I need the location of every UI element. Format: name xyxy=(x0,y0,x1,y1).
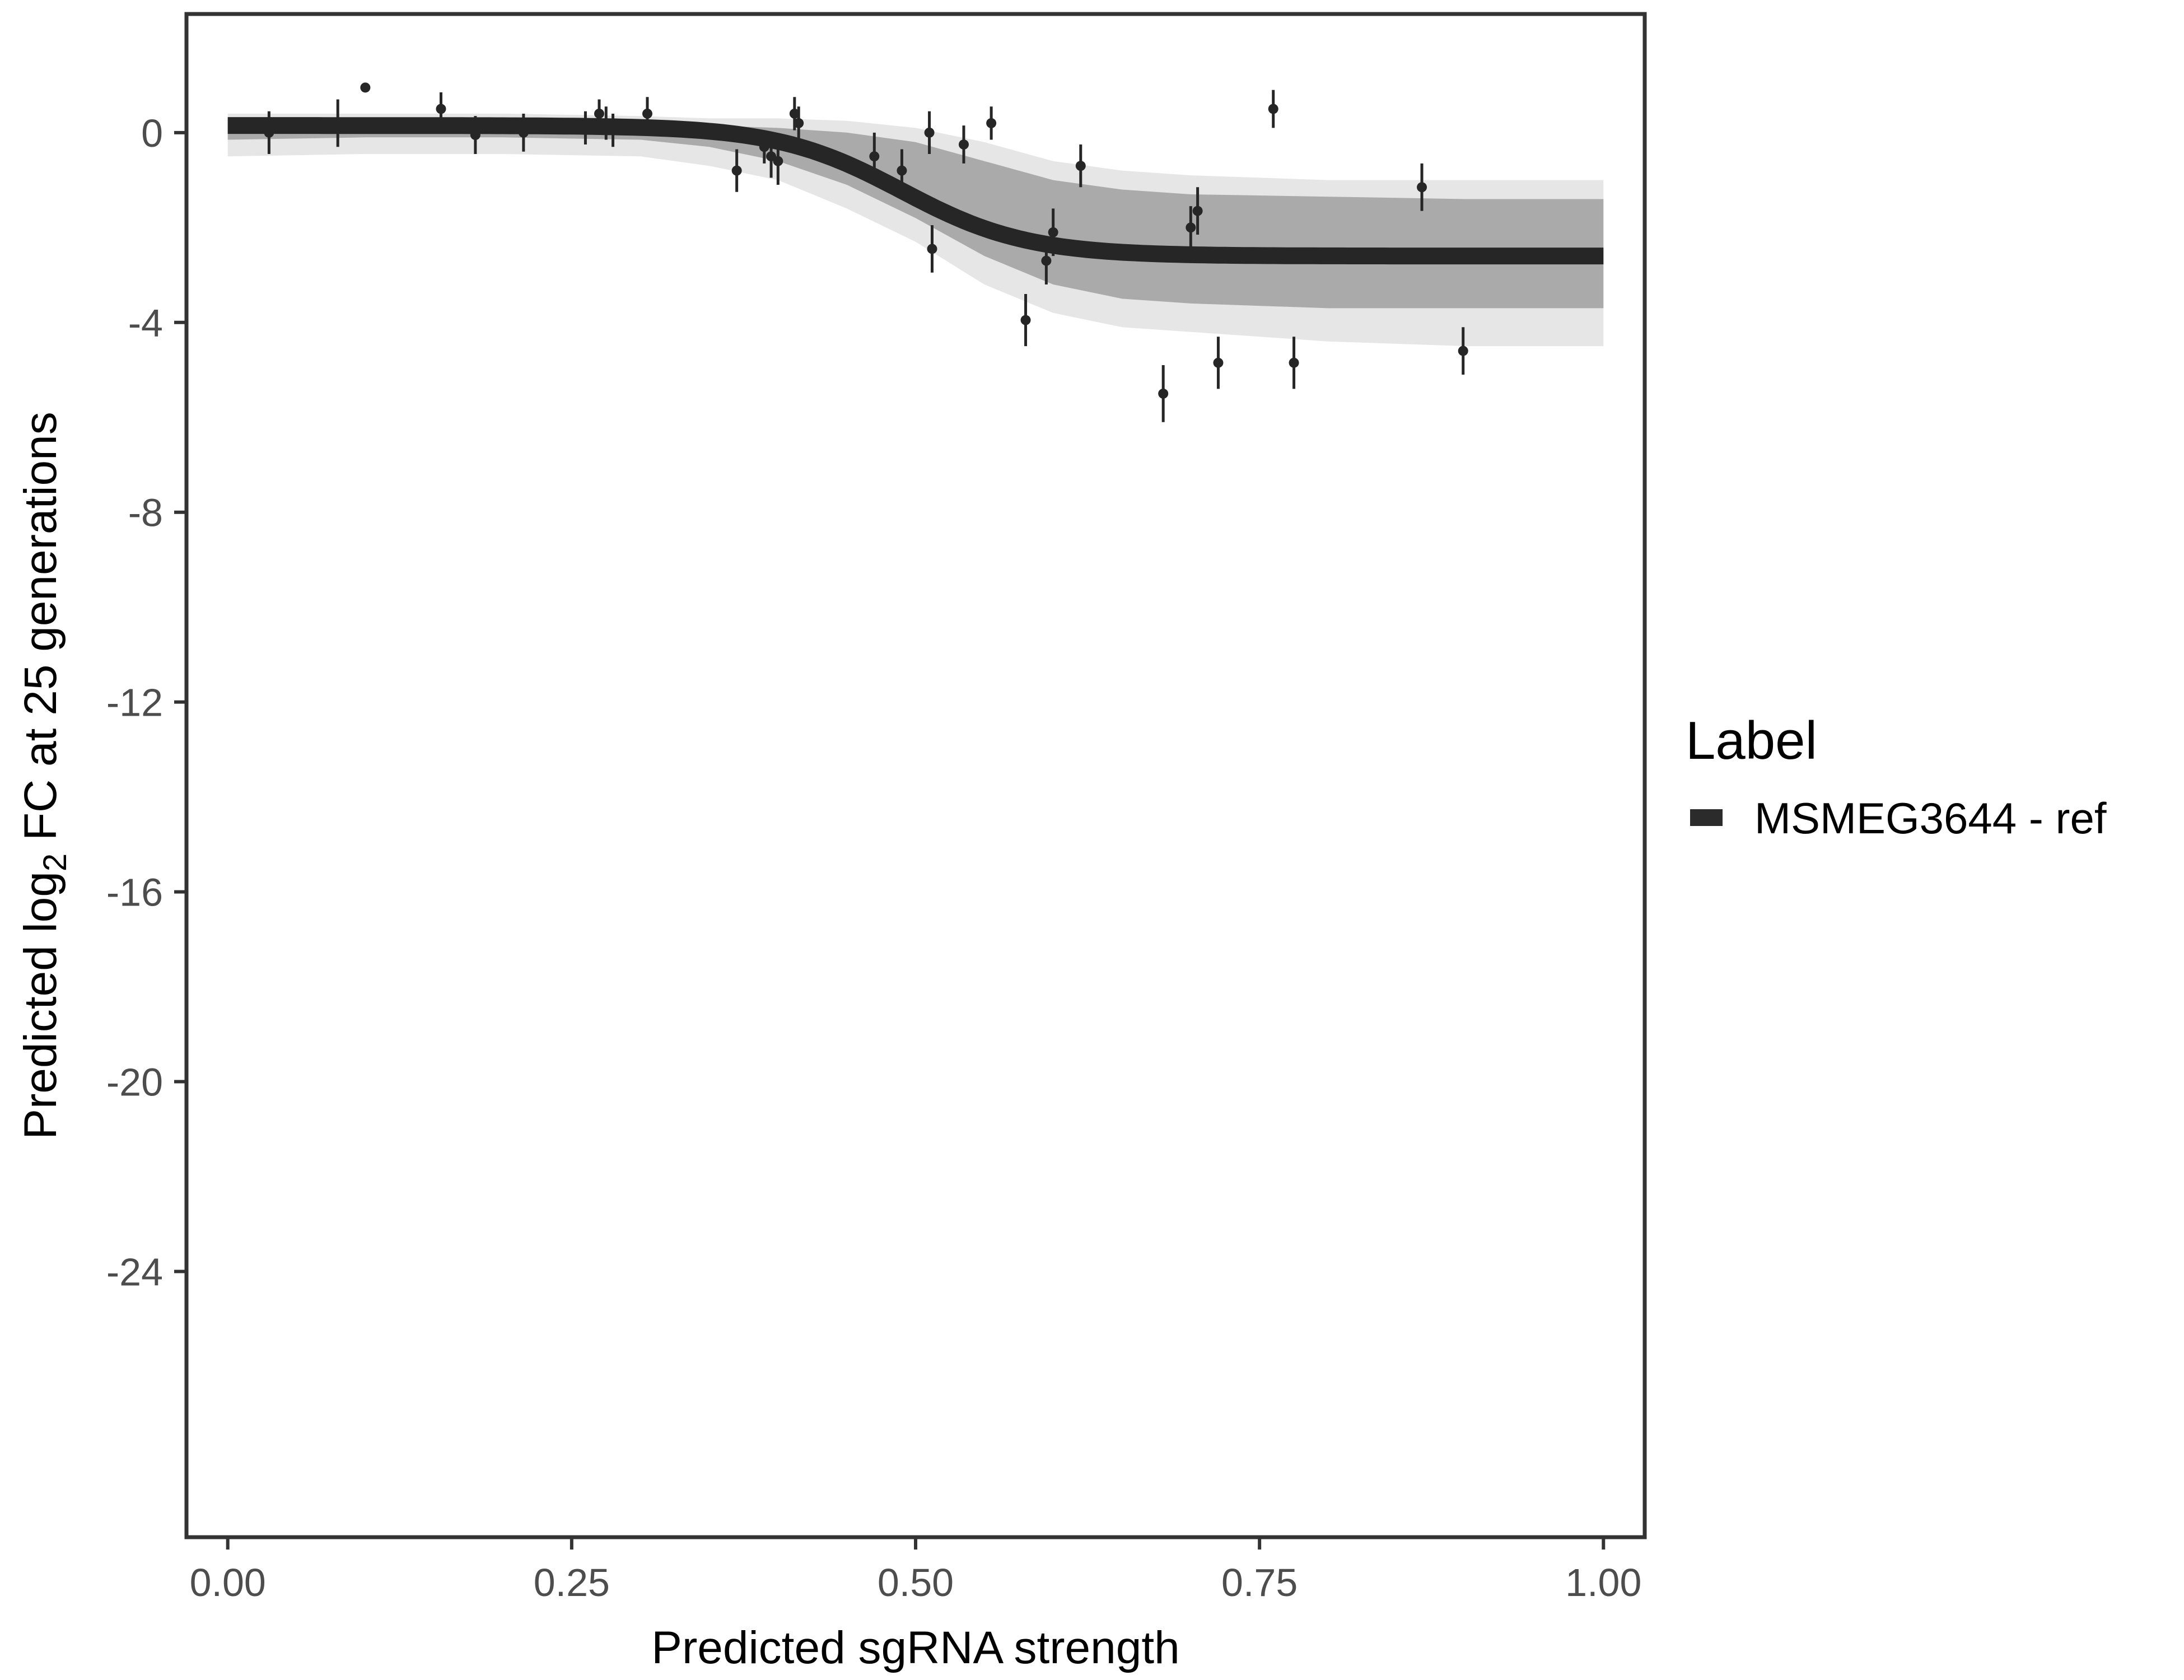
x-tick-label: 1.00 xyxy=(1565,1561,1641,1604)
x-axis: 0.00 0.25 0.50 0.75 1.00 xyxy=(190,1537,1641,1604)
point-marker xyxy=(924,127,935,138)
point-marker xyxy=(1186,222,1196,233)
y-axis: 0 -4 -8 -12 -16 -20 -24 xyxy=(106,111,186,1294)
y-tick-label: -4 xyxy=(128,301,163,345)
data-point xyxy=(1158,365,1169,422)
data-point xyxy=(1041,237,1052,284)
data-points xyxy=(264,82,1468,422)
data-point xyxy=(1458,327,1468,375)
point-marker xyxy=(1158,388,1169,399)
point-marker xyxy=(1289,357,1299,368)
point-marker xyxy=(986,118,997,128)
point-marker xyxy=(1213,357,1224,368)
data-point xyxy=(1192,187,1203,235)
data-point xyxy=(642,97,652,130)
data-point xyxy=(1289,337,1299,389)
data-point xyxy=(731,149,742,192)
data-point xyxy=(924,111,935,154)
x-tick-label: 0.50 xyxy=(878,1561,954,1604)
data-point xyxy=(897,149,907,192)
data-point xyxy=(1075,144,1086,188)
point-marker xyxy=(264,127,274,138)
fit-curve-layer xyxy=(227,117,1604,265)
point-marker xyxy=(927,244,937,254)
data-point xyxy=(927,225,937,273)
data-point xyxy=(1213,337,1224,389)
data-point xyxy=(608,113,618,147)
point-marker xyxy=(1192,206,1203,216)
point-marker xyxy=(759,142,769,152)
x-tick-label: 0.00 xyxy=(190,1561,266,1604)
data-point xyxy=(1268,90,1278,128)
data-point xyxy=(1020,293,1031,347)
point-marker xyxy=(518,127,529,138)
legend-entry-label: MSMEG3644 - ref xyxy=(1754,794,2107,843)
y-tick-label: -20 xyxy=(106,1061,163,1104)
fit-curve xyxy=(227,117,1604,265)
point-marker xyxy=(1075,161,1086,171)
y-tick-label: -16 xyxy=(106,871,163,914)
point-marker xyxy=(1048,227,1058,237)
data-point xyxy=(1417,163,1427,211)
data-point xyxy=(594,99,604,128)
point-marker xyxy=(1458,346,1468,356)
data-point xyxy=(958,125,969,164)
point-marker xyxy=(1020,315,1031,325)
point-marker xyxy=(470,130,480,141)
uncertainty-band xyxy=(227,113,1604,347)
data-point xyxy=(773,137,783,185)
point-marker xyxy=(333,118,343,128)
data-point xyxy=(436,92,446,126)
point-marker xyxy=(601,118,612,128)
point-marker xyxy=(789,108,800,119)
x-tick-label: 0.25 xyxy=(534,1561,610,1604)
data-point xyxy=(580,111,591,145)
y-tick-label: 0 xyxy=(141,111,163,155)
point-marker xyxy=(897,165,907,176)
data-point xyxy=(601,106,612,140)
legend: Label MSMEG3644 - ref xyxy=(1686,711,2107,843)
data-point xyxy=(1186,206,1196,249)
y-tick-label: -12 xyxy=(106,681,163,725)
point-marker xyxy=(794,118,804,128)
data-point xyxy=(986,106,997,140)
point-marker xyxy=(360,82,371,93)
legend-title: Label xyxy=(1686,711,1817,771)
point-marker xyxy=(436,104,446,114)
data-point xyxy=(1048,208,1058,256)
data-point xyxy=(759,130,769,164)
point-marker xyxy=(1041,255,1052,266)
y-axis-title-prefix: Predicted log xyxy=(15,871,66,1140)
point-marker xyxy=(642,108,652,119)
y-axis-title-suffix: FC at 25 generations xyxy=(15,412,66,853)
data-point xyxy=(470,116,480,154)
y-tick-label: -24 xyxy=(106,1250,163,1294)
x-axis-title: Predicted sgRNA strength xyxy=(651,1622,1179,1673)
point-marker xyxy=(869,151,880,162)
point-marker xyxy=(773,156,783,166)
point-marker xyxy=(1417,182,1427,193)
data-point xyxy=(264,111,274,154)
point-marker xyxy=(958,139,969,150)
point-marker xyxy=(580,123,591,133)
y-axis-title-subscript: 2 xyxy=(37,853,73,871)
data-point xyxy=(869,132,880,180)
x-tick-label: 0.75 xyxy=(1221,1561,1298,1604)
y-tick-label: -8 xyxy=(128,491,163,535)
point-marker xyxy=(731,165,742,176)
data-point xyxy=(794,106,804,140)
data-point xyxy=(360,82,371,93)
data-point xyxy=(518,113,529,152)
legend-key-swatch xyxy=(1690,809,1723,826)
data-point xyxy=(333,99,343,147)
point-marker xyxy=(594,108,604,119)
point-marker xyxy=(1268,104,1278,114)
y-axis-title: Predicted log2 FC at 25 generations xyxy=(15,412,73,1139)
point-marker xyxy=(608,125,618,136)
